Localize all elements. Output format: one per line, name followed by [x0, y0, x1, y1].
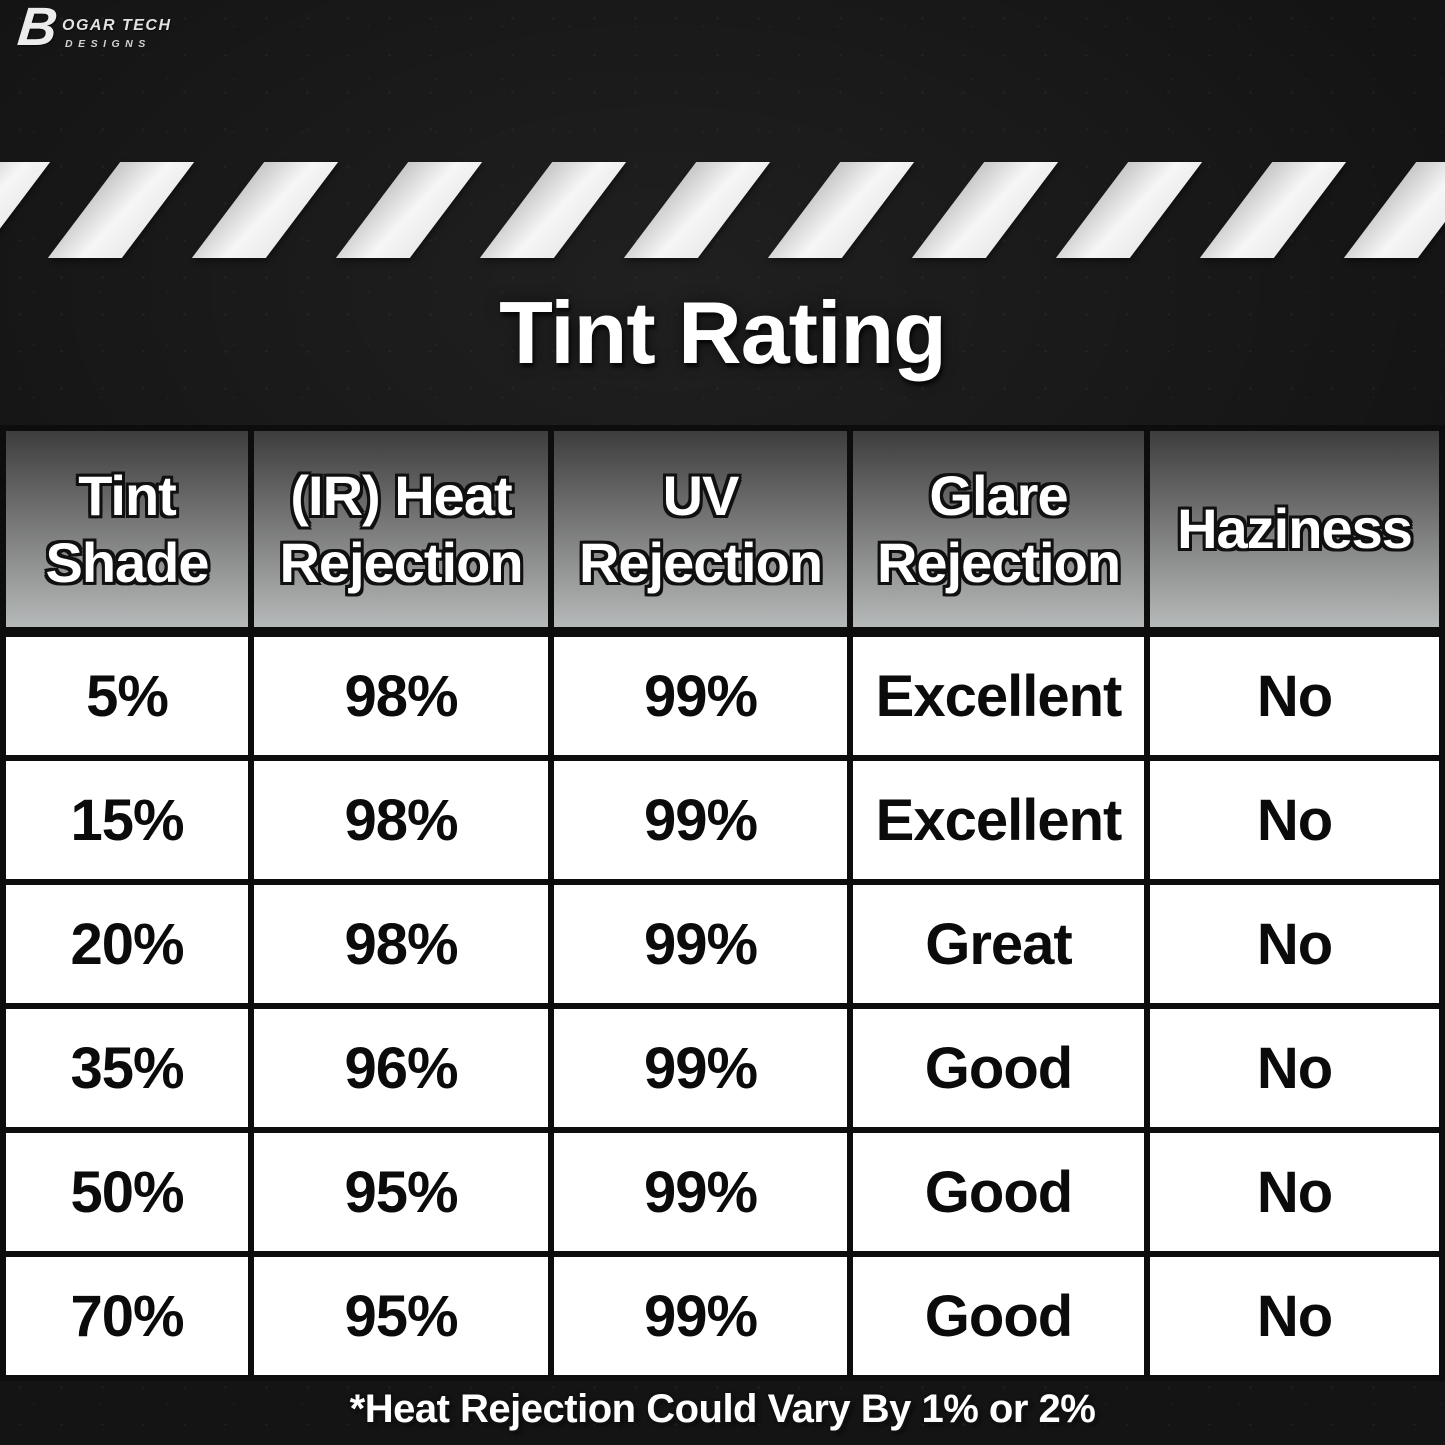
stripe-icon: [47, 162, 195, 258]
header-cell-glare-rejection: Glare Rejection: [853, 431, 1144, 631]
header-cell-haziness: Haziness: [1150, 431, 1439, 631]
stripe-icon: [1199, 162, 1347, 258]
header-cell-uv-rejection: UV Rejection: [554, 431, 847, 631]
table-cell: 99%: [554, 1133, 847, 1251]
brand-logo: B OGAR TECH DESIGNS: [14, 0, 172, 57]
header-label: Haziness: [1177, 497, 1413, 561]
table-cell: 95%: [254, 1257, 548, 1375]
table-cell: No: [1150, 761, 1439, 879]
table-cell: 70%: [6, 1257, 248, 1375]
table-cell: 96%: [254, 1009, 548, 1127]
stripe-icon: [335, 162, 483, 258]
table-cell: Good: [853, 1257, 1144, 1375]
table-cell: 15%: [6, 761, 248, 879]
table-cell: Great: [853, 885, 1144, 1003]
table-cell: Good: [853, 1133, 1144, 1251]
footnote: *Heat Rejection Could Vary By 1% or 2%: [349, 1387, 1096, 1431]
header-label: (IR) Heat Rejection: [279, 463, 523, 594]
header-label: UV Rejection: [578, 463, 823, 594]
table-cell: 50%: [6, 1133, 248, 1251]
stripe-icon: [767, 162, 915, 258]
table-cell: 99%: [554, 637, 847, 755]
table-cell: No: [1150, 885, 1439, 1003]
table-cell: 98%: [254, 761, 548, 879]
table-cell: Excellent: [853, 637, 1144, 755]
header-cell-tint-shade: Tint Shade: [6, 431, 248, 631]
table-cell: No: [1150, 637, 1439, 755]
page-title: Tint Rating: [499, 283, 947, 382]
stripe-icon: [1055, 162, 1203, 258]
table-cell: 95%: [254, 1133, 548, 1251]
stripe-icon: [911, 162, 1059, 258]
table-cell: No: [1150, 1133, 1439, 1251]
stripe-icon: [623, 162, 771, 258]
table-cell: Good: [853, 1009, 1144, 1127]
brand-name-line1: OGAR TECH: [62, 17, 172, 34]
stripe-icon: [1343, 162, 1445, 258]
table-cell: 20%: [6, 885, 248, 1003]
header-cell-heat-rejection: (IR) Heat Rejection: [254, 431, 548, 631]
tint-rating-table: Tint Shade (IR) Heat Rejection UV Reject…: [0, 425, 1445, 1381]
table-cell: 35%: [6, 1009, 248, 1127]
header-label: Glare Rejection: [876, 463, 1121, 594]
table-cell: 99%: [554, 761, 847, 879]
table-cell: No: [1150, 1257, 1439, 1375]
table-cell: 5%: [6, 637, 248, 755]
table-cell: 99%: [554, 1009, 847, 1127]
table-cell: Excellent: [853, 761, 1144, 879]
brand-b-icon: B: [14, 0, 61, 57]
table-cell: No: [1150, 1009, 1439, 1127]
stripe-icon: [191, 162, 339, 258]
table-cell: 99%: [554, 1257, 847, 1375]
table-cell: 98%: [254, 637, 548, 755]
stripe-icon: [0, 162, 51, 258]
stripe-icon: [479, 162, 627, 258]
brand-name-line2: DESIGNS: [65, 38, 151, 50]
header-label: Tint Shade: [45, 463, 209, 594]
hazard-stripe-band: [0, 162, 1445, 258]
table-cell: 98%: [254, 885, 548, 1003]
table-cell: 99%: [554, 885, 847, 1003]
brand-name-block: OGAR TECH DESIGNS: [62, 4, 172, 50]
